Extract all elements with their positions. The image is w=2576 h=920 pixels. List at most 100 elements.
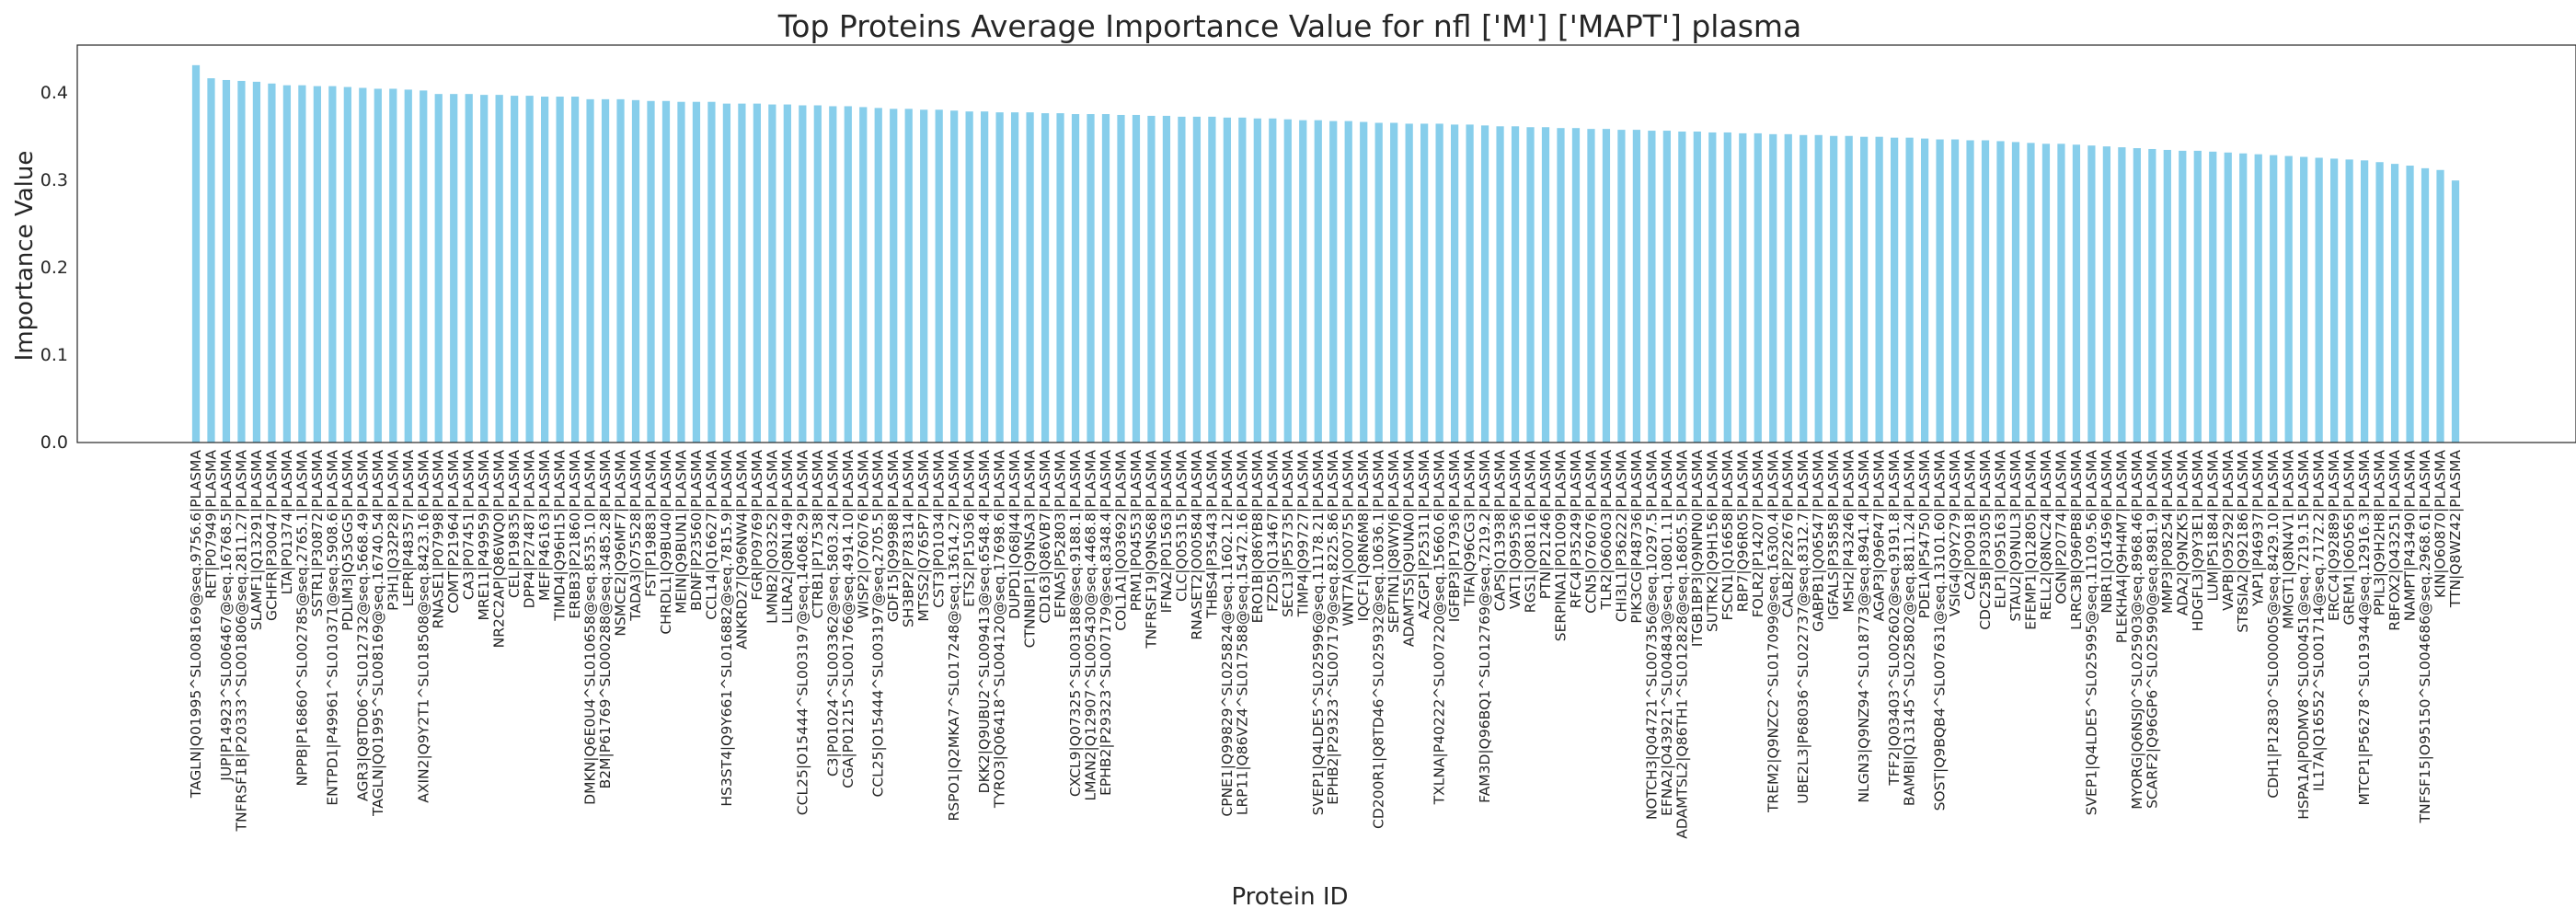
x-tick-label: SOST|Q9BQB4^SL007631@seq.13101.60|PLASMA [1932, 450, 1949, 811]
x-tick-label: VSIG4|Q9Y279|PLASMA [1947, 450, 1963, 617]
bar [2163, 149, 2171, 443]
x-tick-label: NOTCH3|Q04721^SL007356@seq.10297.5|PLASM… [1643, 450, 1660, 820]
bar [222, 79, 231, 443]
bar [874, 108, 882, 443]
bar [2315, 157, 2323, 443]
bar [859, 107, 868, 443]
x-tick-label: ERBB3|P21860|PLASMA [567, 450, 583, 619]
plot-frame [76, 44, 2576, 443]
x-tick-label: OGN|P20774|PLASMA [2053, 450, 2069, 604]
x-tick-label: TLR2|O60603|PLASMA [1598, 450, 1615, 611]
x-tick-label: SSTR1|P30872|PLASMA [309, 450, 326, 617]
bar [783, 104, 791, 443]
x-tick-label: ADA2|Q9NZK5|PLASMA [2174, 450, 2191, 616]
bar [753, 103, 761, 443]
x-tick-label: AZGP1|P25311|PLASMA [1416, 450, 1432, 620]
x-tick-label: IGFALS|P35858|PLASMA [1825, 450, 1842, 620]
bar [2254, 154, 2262, 443]
x-tick-label: TAGLN|Q01995^SL008169@seq.9756.6|PLASMA [188, 450, 204, 799]
x-tick-label: SLAMF1|Q13291|PLASMA [248, 450, 265, 631]
x-tick-label: GCHFR|P30047|PLASMA [263, 450, 280, 621]
bar [1511, 126, 1520, 443]
y-tick-label: 0.2 [40, 258, 68, 278]
bar [404, 89, 412, 443]
bar [2102, 146, 2111, 443]
bar [677, 101, 685, 443]
bar [1269, 118, 1277, 443]
x-tick-label: CXCL9|Q07325^SL003188@seq.9188.1|PLASMA [1067, 450, 1084, 797]
x-tick-label: ADAMTS5|Q9UNA0|PLASMA [1401, 450, 1418, 647]
x-tick-label: MRE11|P49959|PLASMA [476, 450, 492, 621]
bar [722, 103, 731, 443]
x-tick-label: CPNE1|Q99829^SL025824@seq.11602.12|PLASM… [1219, 450, 1236, 817]
x-tick-label: NSMCE2|Q96MF7|PLASMA [613, 450, 629, 637]
bar [2270, 155, 2278, 443]
bar [1041, 113, 1050, 443]
x-tick-label: CCL25|O15444^SL003197@seq.2705.5|PLASMA [870, 450, 887, 798]
bar [1800, 134, 1808, 443]
x-tick-label: STAU2|Q9NUL3|PLASMA [2007, 450, 2024, 622]
x-tick-label: MYORG|Q6NSJ0^SL025903@seq.8968.46|PLASMA [2129, 450, 2145, 810]
bar [2027, 143, 2035, 443]
x-tick-label: BAMBI|Q13145^SL025802@seq.8811.24|PLASMA [1902, 450, 1918, 807]
bar [1466, 124, 1474, 443]
bar [1390, 122, 1398, 443]
bar [1769, 133, 1777, 443]
x-tick-label: MTSS2|Q765P7|PLASMA [915, 450, 932, 622]
y-tick-label: 0.3 [40, 170, 68, 190]
x-tick-label: ADAMTSL2|Q86TH1^SL012828@seq.16805.5|PLA… [1673, 450, 1690, 839]
x-tick-label: FZD5|Q13467|PLASMA [1264, 450, 1281, 612]
x-tick-label: WNT7A|O00755|PLASMA [1340, 450, 1357, 627]
bar [2330, 158, 2339, 443]
bars-group [191, 64, 2460, 443]
bar [616, 98, 625, 443]
x-tick-label: COL1A1|Q03692|PLASMA [1112, 450, 1129, 631]
bar [1026, 112, 1034, 443]
x-tick-label: LUM|P51884|PLASMA [2204, 450, 2221, 602]
x-tick-label: VAPB|O95292|PLASMA [2220, 450, 2237, 611]
bar [2193, 150, 2202, 443]
bar [556, 97, 564, 443]
bar [1950, 139, 1960, 443]
bar [1617, 130, 1626, 443]
x-tick-label: LMAN2|Q12907^SL005430@seq.4468.8|PLASMA [1083, 450, 1099, 801]
x-tick-label: IL17A|Q16552^SL001714@seq.7172.2|PLASMA [2311, 450, 2328, 791]
x-tick-label: AGAP3|Q96P47|PLASMA [1871, 450, 1888, 622]
bar [1420, 123, 1429, 443]
x-tick-label: SVEP1|Q4LDE5^SL025995@seq.11109.56|PLASM… [2083, 450, 2099, 816]
bar [1450, 124, 1459, 443]
x-tick-label: ERCC4|Q92889|PLASMA [2326, 450, 2342, 621]
x-tick-label: DKK2|Q9UBU2^SL009413@seq.6548.4|PLASMA [976, 450, 993, 794]
x-tick-label: UBE2L3|P68036^SL022737@seq.8312.7|PLASMA [1795, 450, 1811, 804]
y-tick-label: 0.4 [40, 83, 68, 103]
bar [2451, 180, 2460, 443]
x-tick-label: DMKN|Q6E0U4^SL010658@seq.8535.10|PLASMA [582, 450, 599, 805]
bar [1010, 112, 1019, 443]
bar [1192, 116, 1202, 443]
bar [1708, 132, 1717, 443]
x-tick-label: ENTPD1|P49961^SL010371@seq.5908.6|PLASMA [324, 450, 340, 806]
x-tick-label: CAPS|Q13938|PLASMA [1492, 450, 1509, 612]
x-tick-label: FSCN1|Q16658|PLASMA [1719, 450, 1736, 621]
bar [2436, 169, 2444, 443]
bar [525, 96, 534, 443]
x-tick-label: RFC4|P35249|PLASMA [1568, 450, 1584, 609]
x-tick-label: EFEMP1|Q12805|PLASMA [2022, 450, 2039, 630]
bar [237, 80, 246, 443]
x-tick-label: MTCP1|P56278^SL019344@seq.12916.3|PLASMA [2356, 450, 2373, 806]
bar [799, 105, 807, 443]
x-tick-label: MEF|P46163|PLASMA [536, 450, 553, 601]
bar [465, 94, 473, 443]
bar [1966, 140, 1974, 443]
x-tick-label: NR2C2AP|Q86WQ0|PLASMA [491, 450, 508, 649]
bar [420, 90, 428, 443]
bar [844, 106, 852, 443]
x-tick-label: CA3|P07451|PLASMA [461, 450, 477, 601]
x-tick-label: RNASET2|O00584|PLASMA [1189, 450, 1205, 640]
chart-title: Top Proteins Average Importance Value fo… [777, 8, 1802, 44]
bar [2300, 156, 2308, 443]
bar [2179, 150, 2187, 443]
x-axis-label: Protein ID [1231, 883, 1348, 911]
x-tick-label: DPP4|P27487|PLASMA [522, 450, 538, 609]
